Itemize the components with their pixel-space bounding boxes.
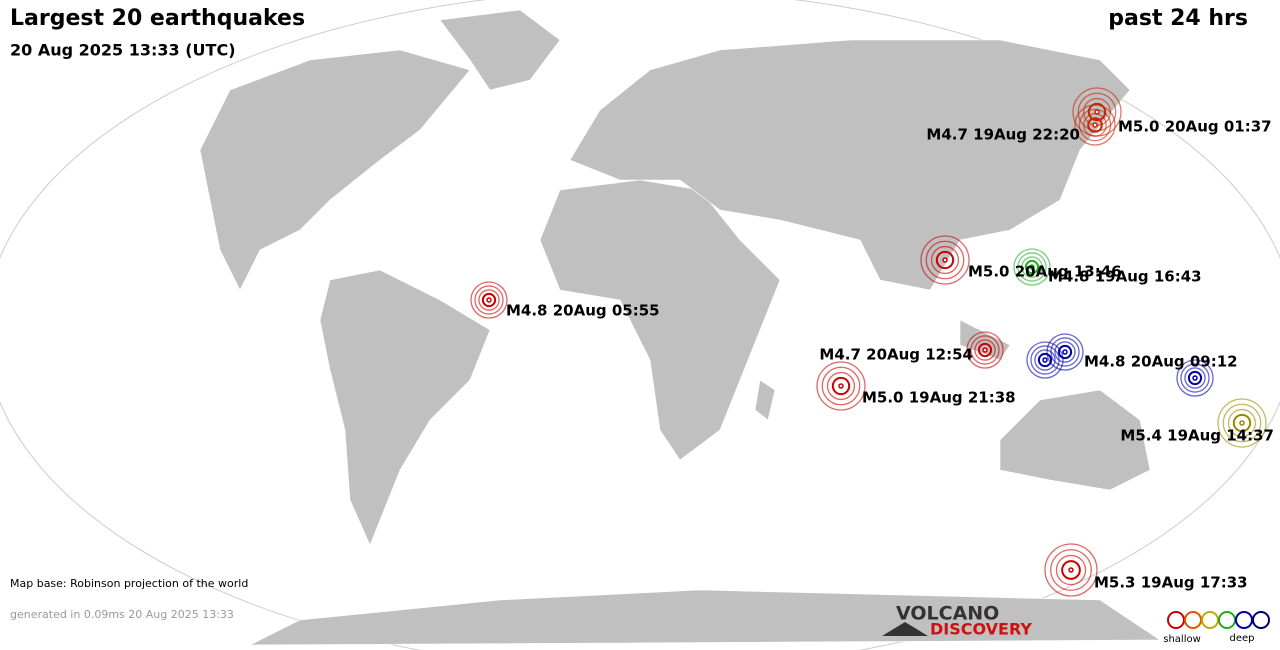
center bbox=[1239, 420, 1245, 426]
ring bbox=[1087, 117, 1103, 133]
logo-bottom: DISCOVERY bbox=[930, 620, 1032, 639]
quake-marker bbox=[1044, 543, 1098, 597]
ring bbox=[977, 342, 993, 358]
ring bbox=[1078, 108, 1112, 142]
ring bbox=[1057, 344, 1073, 360]
legend-deep: deep bbox=[1230, 633, 1255, 644]
quake-marker bbox=[1026, 341, 1064, 379]
timestamp: 20 Aug 2025 13:33 (UTC) bbox=[10, 41, 236, 60]
ring bbox=[481, 292, 497, 308]
quake-label: M4.8 19Aug 16:43 bbox=[1048, 268, 1202, 286]
ring bbox=[1024, 259, 1040, 275]
ring bbox=[1054, 341, 1076, 363]
ring bbox=[1083, 113, 1107, 137]
ring bbox=[470, 281, 508, 319]
ring bbox=[1046, 333, 1084, 371]
ring bbox=[925, 240, 965, 280]
quake-label: M4.8 20Aug 05:55 bbox=[506, 302, 660, 320]
ring bbox=[1013, 248, 1051, 286]
ring bbox=[1087, 102, 1107, 122]
ring bbox=[1044, 543, 1098, 597]
depth-legend bbox=[1167, 611, 1270, 629]
quake-marker bbox=[1074, 104, 1116, 146]
ring bbox=[1074, 104, 1116, 146]
legend-shallow: shallow bbox=[1163, 634, 1201, 645]
ring bbox=[920, 235, 970, 285]
quake-label: M5.0 20Aug 01:37 bbox=[1118, 118, 1272, 136]
quake-label: M4.7 19Aug 22:20 bbox=[926, 126, 1080, 144]
logo-icon bbox=[882, 622, 928, 636]
center bbox=[486, 297, 492, 303]
ring bbox=[1050, 549, 1092, 591]
ring bbox=[831, 376, 851, 396]
ring bbox=[974, 339, 996, 361]
ring bbox=[1017, 252, 1047, 282]
map-base: Map base: Robinson projection of the wor… bbox=[10, 577, 248, 590]
quake-label: M4.8 20Aug 09:12 bbox=[1084, 353, 1238, 371]
quakes: M5.0 20Aug 01:37 M4.7 19Aug 22:20 M5.0 20A… bbox=[470, 87, 1274, 597]
center bbox=[1029, 264, 1035, 270]
ring bbox=[1176, 359, 1214, 397]
center bbox=[1042, 357, 1048, 363]
quake-marker bbox=[816, 361, 866, 411]
ring bbox=[966, 331, 1004, 369]
quake-marker bbox=[920, 235, 970, 285]
center bbox=[1068, 567, 1074, 573]
quake-marker bbox=[470, 281, 508, 319]
period: past 24 hrs bbox=[1108, 6, 1248, 31]
center bbox=[1062, 349, 1068, 355]
ring bbox=[474, 285, 504, 315]
center bbox=[1192, 375, 1198, 381]
center bbox=[942, 257, 948, 263]
ring bbox=[1232, 413, 1252, 433]
ring bbox=[935, 250, 955, 270]
quake-label: M4.7 20Aug 12:54 bbox=[819, 346, 973, 364]
ring bbox=[1061, 560, 1081, 580]
ring bbox=[816, 361, 866, 411]
ring bbox=[1055, 554, 1087, 586]
ring bbox=[1180, 363, 1210, 393]
ring bbox=[1184, 367, 1206, 389]
quake-label: M5.0 20Aug 13:46 bbox=[968, 263, 1122, 281]
quake-label: M5.4 19Aug 14:37 bbox=[1120, 427, 1274, 445]
quake-marker bbox=[1176, 359, 1214, 397]
ring bbox=[1217, 398, 1267, 448]
quake-marker bbox=[1013, 248, 1051, 286]
ring bbox=[1187, 370, 1203, 386]
ring bbox=[826, 371, 856, 401]
ring bbox=[1030, 345, 1060, 375]
generated: generated in 0.09ms 20 Aug 2025 13:33 bbox=[10, 608, 234, 621]
quake-label: M5.0 19Aug 21:38 bbox=[862, 389, 1016, 407]
center bbox=[982, 347, 988, 353]
ring bbox=[970, 335, 1000, 365]
land bbox=[199, 9, 1161, 646]
ring bbox=[1037, 352, 1053, 368]
ring bbox=[821, 366, 861, 406]
ring bbox=[1021, 256, 1043, 278]
ring bbox=[1222, 403, 1262, 443]
ring bbox=[1227, 408, 1257, 438]
title: Largest 20 earthquakes bbox=[10, 6, 305, 31]
center bbox=[1092, 122, 1098, 128]
quake-marker bbox=[966, 331, 1004, 369]
quake-label: M5.3 19Aug 17:33 bbox=[1094, 574, 1248, 592]
ring bbox=[930, 245, 960, 275]
center bbox=[838, 383, 844, 389]
logo-top: VOLCANO bbox=[896, 603, 999, 625]
quake-marker bbox=[1217, 398, 1267, 448]
ring bbox=[1034, 349, 1056, 371]
ring bbox=[478, 289, 500, 311]
ring bbox=[1026, 341, 1064, 379]
